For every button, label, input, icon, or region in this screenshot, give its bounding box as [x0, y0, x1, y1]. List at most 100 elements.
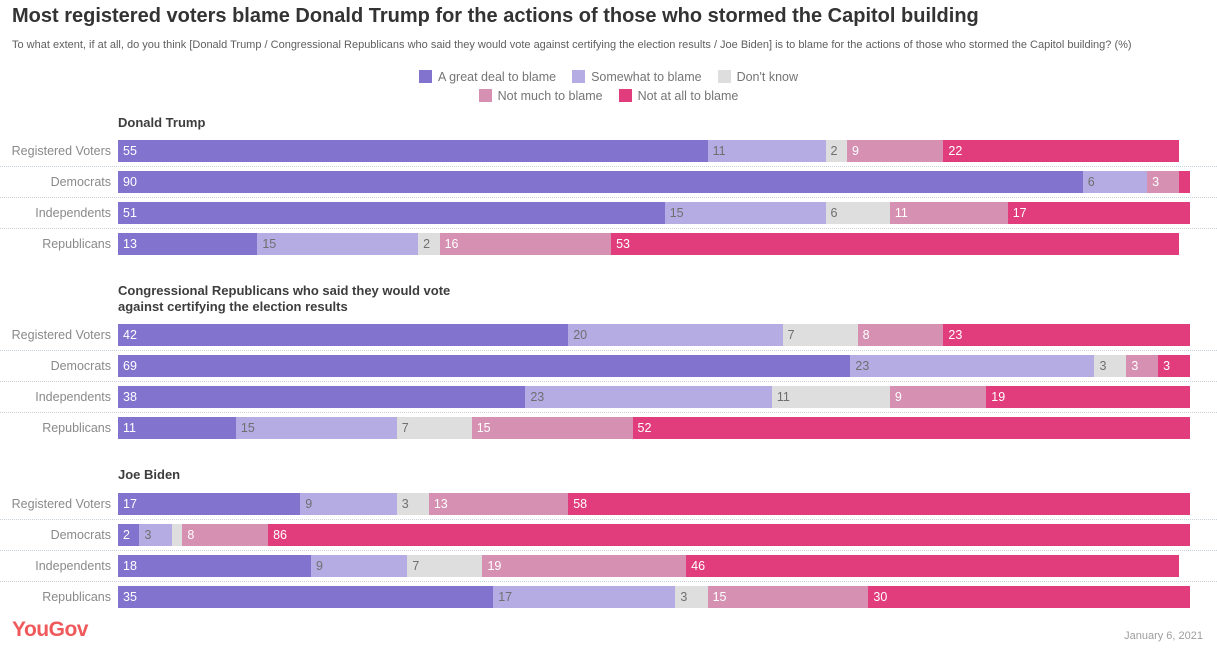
- bar-segment: 2: [418, 232, 440, 255]
- bar-segment: 9: [846, 139, 944, 162]
- table-row: Republicans 11 15 7 15 52: [0, 413, 1217, 443]
- bar-segment: 11: [707, 139, 826, 162]
- bar-value-label: 17: [498, 589, 513, 604]
- bar-value-label: 19: [487, 558, 502, 573]
- yougov-logo: YouGov: [12, 617, 88, 641]
- table-row: Registered Voters 55 11 2 9 22: [0, 136, 1217, 167]
- bar-segment: 7: [396, 417, 472, 440]
- bar-value-label: 3: [401, 496, 409, 511]
- bar-segment: 17: [493, 585, 676, 608]
- bar-value-label: 7: [401, 421, 409, 436]
- stacked-bar: 90 6 3: [118, 170, 1190, 193]
- legend-swatch: [618, 89, 632, 102]
- bar-value-label: 19: [991, 390, 1006, 405]
- row-label: Independents: [35, 390, 111, 405]
- bar-segment: 2: [118, 523, 140, 546]
- row-label: Republicans: [42, 589, 111, 604]
- table-row: Independents 51 15 6 11 17: [0, 198, 1217, 229]
- bar-value-label: 9: [305, 496, 313, 511]
- bar-value-label: 35: [123, 589, 137, 604]
- chart-page: Most registered voters blame Donald Trum…: [0, 5, 1217, 642]
- section-title: Donald Trump: [118, 114, 206, 130]
- section-title: Congressional Republicans who said they …: [118, 282, 451, 314]
- legend-swatch: [418, 70, 432, 83]
- bar-value-label: 2: [830, 143, 838, 158]
- legend-label: Not at all to blame: [637, 88, 739, 103]
- legend-swatch: [478, 89, 492, 102]
- footer-date: January 6, 2021: [1124, 629, 1203, 642]
- bar-segment: 9: [889, 386, 987, 409]
- bar-segment: 15: [257, 232, 419, 255]
- bar-value-label: 46: [691, 558, 706, 573]
- bar-value-label: 42: [123, 328, 137, 343]
- stacked-bar: 2 3 8 86: [118, 523, 1190, 546]
- chart-section: Congressional Republicans who said they …: [0, 283, 1217, 444]
- row-label: Republicans: [42, 421, 111, 436]
- bar-segment: 3: [139, 523, 172, 546]
- bar-segment: 2: [825, 139, 847, 162]
- legend-item: A great deal to blame: [418, 69, 557, 84]
- section-rows: Registered Voters 17 9 3 13 58 Democrats 2 3 8 86 I…: [0, 489, 1217, 612]
- bar-value-label: 15: [476, 421, 491, 436]
- legend-label: Not much to blame: [497, 88, 603, 103]
- bar-value-label: 11: [776, 390, 790, 405]
- legend-item: Not at all to blame: [618, 88, 739, 103]
- stacked-bar: 13 15 2 16 53: [118, 232, 1190, 255]
- bar-segment: 46: [686, 554, 1180, 577]
- bar-value-label: 30: [873, 589, 888, 604]
- bar-segment: 23: [850, 355, 1095, 378]
- table-row: Republicans 35 17 3 15 30: [0, 582, 1217, 612]
- bar-segment: 8: [857, 324, 944, 347]
- bar-segment: [1179, 170, 1190, 193]
- bar-segment: 30: [868, 585, 1190, 608]
- bar-value-label: 7: [787, 328, 795, 343]
- row-label: Democrats: [50, 527, 111, 542]
- section-rows: Registered Voters 42 20 7 8 23 Democrats 69 23 3 3…: [0, 320, 1217, 443]
- legend-swatch: [717, 70, 731, 83]
- bar-value-label: 23: [948, 328, 963, 343]
- legend-label: Somewhat to blame: [591, 69, 702, 84]
- bar-value-label: 11: [712, 143, 726, 158]
- bar-value-label: 22: [948, 143, 963, 158]
- bar-segment: 3: [396, 492, 429, 515]
- table-row: Democrats 69 23 3 3 3: [0, 351, 1217, 383]
- stacked-bar: 18 9 7 19 46: [118, 554, 1190, 577]
- bar-value-label: 53: [616, 236, 631, 251]
- stacked-bar: 38 23 11 9 19: [118, 386, 1190, 409]
- bar-segment: 9: [310, 554, 408, 577]
- bar-value-label: 52: [637, 421, 652, 436]
- bar-segment: 52: [632, 417, 1190, 440]
- bar-segment: 17: [118, 492, 301, 515]
- bar-segment: 51: [118, 201, 665, 224]
- bar-segment: 16: [439, 232, 612, 255]
- bar-segment: [171, 523, 183, 546]
- bar-segment: 19: [986, 386, 1190, 409]
- bar-segment: 7: [782, 324, 858, 347]
- bar-segment: 11: [118, 417, 236, 440]
- legend-label: A great deal to blame: [437, 69, 557, 84]
- stacked-bar: 51 15 6 11 17: [118, 201, 1190, 224]
- bar-value-label: 6: [830, 205, 838, 220]
- bar-value-label: 3: [1131, 359, 1139, 374]
- bar-value-label: 90: [123, 174, 137, 189]
- row-label: Republicans: [42, 236, 111, 251]
- chart-section: Donald Trump Registered Voters 55 11 2 9 22 De…: [0, 115, 1217, 259]
- bar-value-label: 7: [412, 558, 420, 573]
- bar-segment: 38: [118, 386, 526, 409]
- bar-value-label: 23: [530, 390, 545, 405]
- bar-value-label: 58: [573, 496, 588, 511]
- chart-section: Joe Biden Registered Voters 17 9 3 13 58 Democ…: [0, 467, 1217, 611]
- row-label: Registered Voters: [11, 328, 111, 343]
- bar-value-label: 69: [123, 359, 137, 374]
- bar-value-label: 8: [187, 527, 195, 542]
- table-row: Registered Voters 17 9 3 13 58: [0, 489, 1217, 520]
- bar-segment: 15: [471, 417, 633, 440]
- table-row: Republicans 13 15 2 16 53: [0, 229, 1217, 259]
- chart-legend: A great deal to blame Somewhat to blame Do…: [369, 70, 849, 103]
- bar-value-label: 9: [315, 558, 323, 573]
- bar-value-label: 13: [123, 236, 137, 251]
- row-label: Registered Voters: [11, 143, 111, 158]
- bar-segment: 22: [943, 139, 1180, 162]
- table-row: Democrats 2 3 8 86: [0, 520, 1217, 551]
- bar-value-label: 15: [240, 421, 255, 436]
